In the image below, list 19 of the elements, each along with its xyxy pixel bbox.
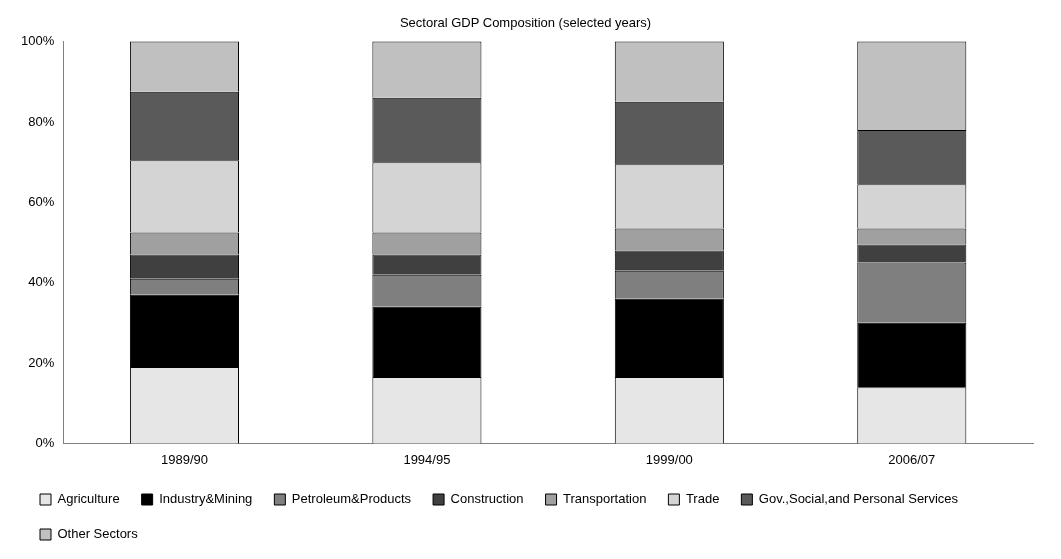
legend-label: Agriculture: [57, 491, 120, 507]
legend-label: Trade: [685, 491, 720, 507]
legend-label: Industry&Mining: [159, 491, 253, 507]
y-tick-label: 0%: [35, 434, 55, 450]
legend-label: Petroleum&Products: [291, 491, 412, 507]
y-tick-label: 20%: [28, 354, 55, 370]
y-tick-label: 60%: [28, 193, 55, 209]
chart-title: Sectoral GDP Composition (selected years): [399, 15, 652, 31]
legend-label: Transportation: [563, 491, 647, 507]
x-tick-label: 1989/90: [160, 451, 208, 467]
y-tick-label: 40%: [28, 274, 55, 290]
legend-label: Gov.,Social,and Personal Services: [758, 491, 959, 507]
y-tick-label: 100%: [21, 33, 55, 49]
legend-label: Construction: [450, 491, 524, 507]
legend-label: Other Sectors: [57, 526, 139, 542]
x-tick-label: 1994/95: [403, 451, 451, 467]
y-tick-label: 80%: [28, 113, 55, 129]
x-tick-label: 1999/00: [645, 451, 693, 467]
x-tick-label: 2006/07: [888, 451, 936, 467]
